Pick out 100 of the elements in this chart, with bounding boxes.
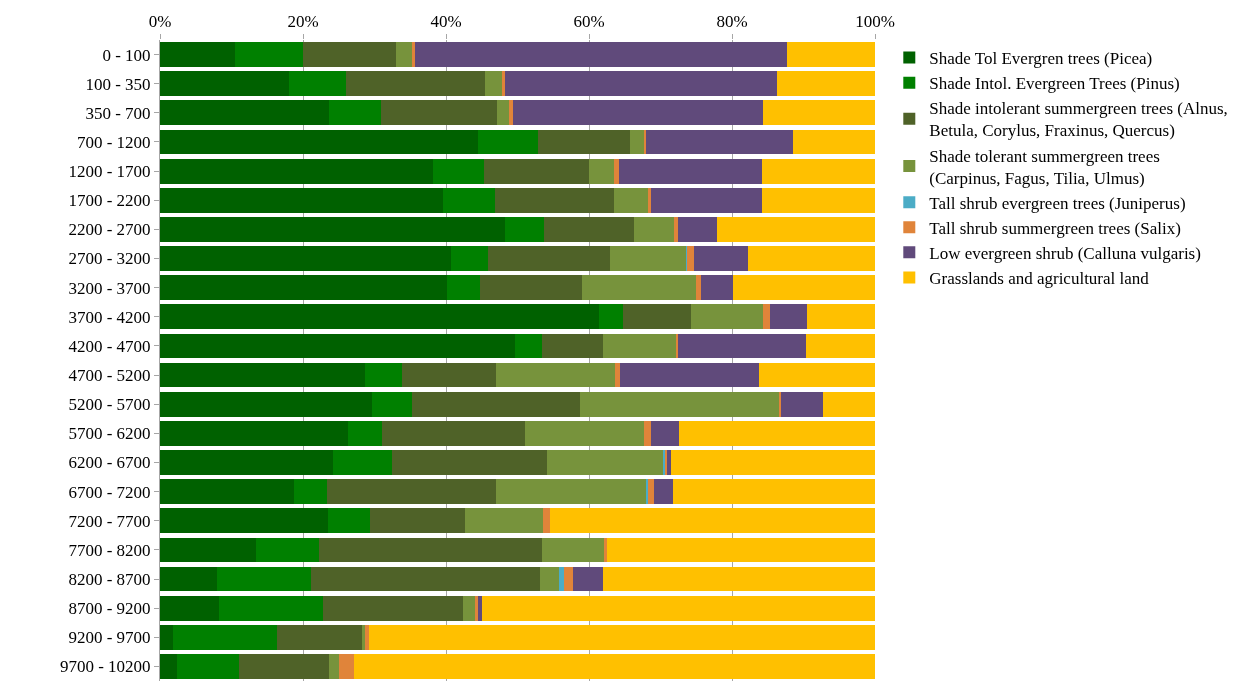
bar <box>160 158 434 184</box>
bar <box>160 100 330 126</box>
bar <box>463 595 476 621</box>
bar <box>622 304 692 330</box>
y-tick-label: 6200 - 6700 <box>68 453 151 473</box>
bar <box>478 129 539 155</box>
bar <box>485 71 503 97</box>
bar <box>160 246 452 271</box>
bar <box>160 420 349 446</box>
bar <box>550 508 875 534</box>
bar <box>464 508 544 534</box>
bar <box>762 158 875 184</box>
bar <box>654 479 674 504</box>
bar <box>255 537 320 563</box>
bar <box>508 100 514 126</box>
bar <box>160 304 600 330</box>
bar <box>371 391 412 417</box>
y-tick-label: 3700 - 4200 <box>68 307 151 327</box>
bar <box>763 100 875 126</box>
bar <box>599 304 623 330</box>
bar <box>769 304 808 330</box>
y-tick-label: 5200 - 5700 <box>68 395 151 415</box>
bar <box>326 479 497 504</box>
bar <box>443 187 495 213</box>
bar <box>579 391 780 417</box>
bar <box>160 595 220 621</box>
bar <box>160 187 444 213</box>
bar <box>160 42 236 67</box>
bar <box>540 566 559 592</box>
bar <box>777 71 875 97</box>
bar <box>381 420 525 446</box>
bar <box>762 187 875 213</box>
bar <box>160 479 295 504</box>
y-tick-label: 2700 - 3200 <box>68 249 151 269</box>
y-tick-label: 100 - 350 <box>85 74 151 94</box>
bar <box>238 654 330 679</box>
bar <box>339 654 354 679</box>
bar <box>160 508 329 534</box>
bar <box>563 566 574 592</box>
y-tick-label: 4700 - 5200 <box>68 366 151 386</box>
bar <box>172 624 278 650</box>
bar <box>787 42 875 67</box>
legend-label: Shade tolerant summergreen trees (Carpinus, Fagus, Tilia, Ulmus) <box>929 146 1160 188</box>
legend-label: Low evergreen shrub (Calluna vulgaris) <box>929 243 1201 263</box>
bar <box>686 246 695 271</box>
bar <box>478 595 483 621</box>
bar <box>609 246 687 271</box>
bar <box>603 333 677 359</box>
bar <box>368 624 875 650</box>
bar <box>678 217 717 242</box>
bar <box>793 129 875 155</box>
bar <box>415 42 788 67</box>
x-tick-label: 60% <box>573 12 605 32</box>
bar <box>513 100 764 126</box>
bar <box>543 217 635 242</box>
bar <box>475 595 479 621</box>
bar <box>160 566 218 592</box>
bar <box>451 246 489 271</box>
bar <box>497 100 509 126</box>
bar <box>483 158 589 184</box>
legend-label: Tall shrub summergreen trees (Salix) <box>929 218 1181 238</box>
bar <box>666 450 672 475</box>
bar <box>644 420 652 446</box>
bar <box>573 566 604 592</box>
bar <box>160 129 479 155</box>
legend-label: Grasslands and agricultural land <box>929 269 1150 289</box>
bar <box>323 595 464 621</box>
y-tick-label: 700 - 1200 <box>76 132 151 152</box>
bar <box>514 333 542 359</box>
bar <box>294 479 327 504</box>
y-tick-label: 7700 - 8200 <box>68 540 151 560</box>
bar <box>370 508 465 534</box>
bar <box>647 479 655 504</box>
bar <box>391 450 547 475</box>
bar <box>614 158 620 184</box>
bar <box>328 508 371 534</box>
y-tick-label: 350 - 700 <box>85 103 151 123</box>
bar <box>319 537 542 563</box>
bar <box>589 158 615 184</box>
bar <box>482 595 875 621</box>
bar <box>606 537 875 563</box>
bar <box>496 479 647 504</box>
bar <box>160 362 366 388</box>
bar <box>303 42 396 67</box>
y-tick-label: 8200 - 8700 <box>68 569 151 589</box>
x-tick-label: 40% <box>430 12 462 32</box>
bar <box>679 420 875 446</box>
bar <box>581 275 697 301</box>
bar <box>651 187 763 213</box>
bar <box>780 391 823 417</box>
bar <box>329 100 381 126</box>
bar <box>673 479 875 504</box>
bar <box>395 42 412 67</box>
bar <box>329 654 340 679</box>
bar <box>219 595 324 621</box>
bar <box>160 624 173 650</box>
bar <box>488 246 610 271</box>
y-tick-label: 7200 - 7700 <box>68 511 151 531</box>
bar <box>651 420 680 446</box>
bar <box>348 420 382 446</box>
